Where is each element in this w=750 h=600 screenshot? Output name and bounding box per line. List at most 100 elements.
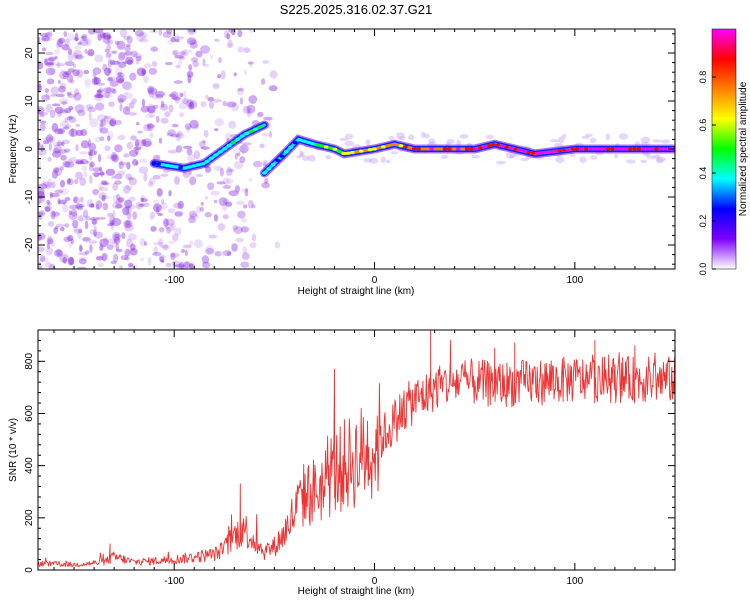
trace-cell [372,147,377,151]
noise-blob [93,77,101,85]
noise-blob [98,123,103,133]
noise-blob [109,59,116,66]
trace-cell [654,147,659,151]
noise-blob [261,78,266,85]
noise-blob [101,253,108,262]
noise-blob [180,249,186,253]
trace-cell [552,149,558,153]
noise-blob [119,265,123,269]
noise-blob [173,202,183,209]
noise-blob [67,93,76,99]
noise-blob [178,51,187,56]
noise-blob [94,172,100,178]
noise-blob [505,151,516,159]
noise-blob [259,143,265,149]
noise-blob [153,241,164,246]
noise-blob [38,141,41,149]
noise-blob [93,229,97,237]
trace-cell [649,147,655,151]
noise-blob [80,196,84,203]
noise-blob [143,172,148,182]
noise-blob [235,201,245,205]
y-tick-label: 200 [24,509,35,526]
noise-blob [73,196,78,204]
noise-blob [116,194,121,201]
noise-blob [175,64,181,69]
snr-frame [37,329,676,571]
noise-blob [104,67,111,76]
noise-blob [618,133,629,140]
noise-blob [614,154,619,159]
noise-blob [88,142,96,152]
noise-blob [125,105,130,112]
noise-blob [589,137,597,143]
noise-blob [130,243,136,251]
noise-blob [72,49,82,59]
noise-blob [134,29,145,37]
noise-blob [166,29,173,35]
noise-blob [562,133,567,139]
noise-blob [89,161,95,168]
noise-blob [109,117,117,127]
noise-blob [178,56,185,60]
trace-cell [292,141,298,145]
trace-cell [645,147,651,151]
noise-blob [569,153,576,157]
trace-cell [301,139,307,143]
noise-blob [146,123,155,129]
noise-blob [77,109,86,117]
noise-blob [247,61,254,65]
noise-blob [217,57,222,64]
noise-blob [93,226,97,231]
noise-blob [249,61,253,68]
noise-blob [98,87,104,96]
noise-blob [269,70,278,79]
noise-blob [54,106,64,114]
noise-blob [45,134,54,143]
trace-cell [332,147,338,151]
noise-blob [67,177,71,184]
noise-blob [126,211,132,220]
trace-cell [173,165,179,169]
noise-blob [247,109,251,118]
noise-blob [226,101,237,108]
noise-blob [122,81,132,90]
trace-cell [641,147,646,151]
noise-blob [79,177,86,186]
noise-blob [111,88,117,95]
noise-blob [133,53,143,59]
noise-blob [110,154,118,162]
noise-blob [189,213,199,220]
trace-cell [336,149,342,153]
noise-blob [125,44,131,47]
noise-blob [140,195,146,201]
noise-blob [142,138,152,147]
trace-cell [385,144,391,148]
noise-blob [74,104,85,113]
noise-blob [233,226,243,234]
noise-blob [61,44,70,51]
noise-blob [102,202,109,211]
noise-blob [93,150,97,156]
noise-blob [84,220,89,230]
noise-blob [75,159,84,165]
trace-cell [482,145,488,149]
noise-blob [74,88,80,96]
noise-blob [43,37,53,41]
trace-cell [358,149,364,153]
noise-blob [105,52,111,59]
noise-blob [114,180,122,185]
trace-cell [438,147,443,151]
noise-blob [80,140,90,149]
noise-blob [94,136,102,143]
noise-blob [125,173,132,180]
noise-blob [47,202,53,206]
noise-blob [114,144,123,153]
noise-blob [103,237,109,244]
noise-blob [66,178,74,186]
noise-blob [119,51,128,60]
noise-blob [106,50,113,58]
noise-blob [189,263,194,269]
noise-blob [159,256,165,262]
noise-blob [113,237,121,245]
